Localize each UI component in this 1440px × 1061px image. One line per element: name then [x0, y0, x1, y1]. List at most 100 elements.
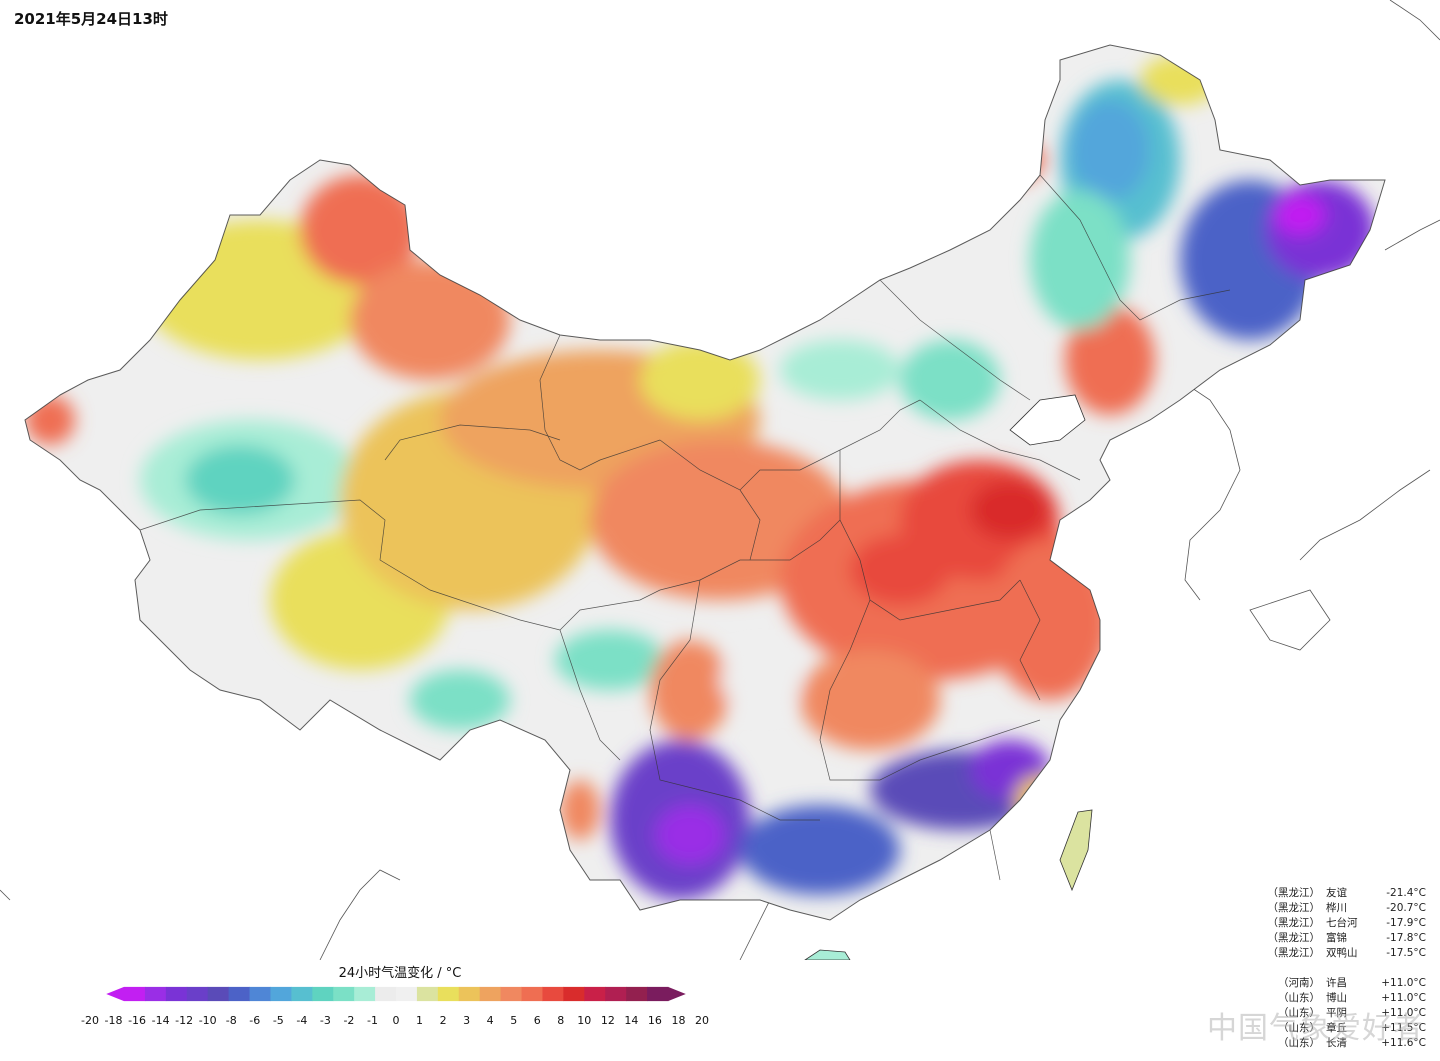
legend-swatch [479, 986, 502, 1002]
legend-swatch [416, 986, 439, 1002]
legend-tick-label: -1 [366, 1014, 378, 1027]
legend-swatch [270, 986, 292, 1002]
legend-swatch [375, 986, 397, 1002]
legend-tick-label: -18 [104, 1014, 123, 1027]
max-stations-list: （河南） 许昌 +11.0°C （山东） 博山 +11.0°C （山东） 平阴 +11.0°C （… [1264, 976, 1426, 1051]
station-value: +11.0°C [1381, 992, 1426, 1004]
station-row: （黑龙江） 富锦 -17.8°C [1264, 931, 1427, 946]
legend-tick-label: 0 [392, 1014, 400, 1027]
watermark: 中国气象爱好者 [1207, 1011, 1424, 1046]
legend-arrow-right [668, 986, 686, 1002]
legend-color-bar [106, 986, 686, 1002]
legend-ticks: -20 -18 -16 -14 -12 -10 -8 -6 -5 -4 -3 -2 -1 0 1 2 3 4 5 6 8… [70, 1014, 722, 1030]
legend-tick-label: 14 [624, 1014, 639, 1027]
legend-swatch [249, 986, 271, 1002]
legend-tick-label: 5 [510, 1014, 518, 1027]
station-value: +11.0°C [1381, 1007, 1426, 1019]
legend-tick-label: 12 [600, 1014, 615, 1027]
legend-swatch [563, 986, 585, 1002]
legend-swatch [207, 986, 230, 1002]
station-province: （河南） [1278, 977, 1320, 989]
station-province: （黑龙江） [1267, 947, 1321, 959]
min-stations-list: （黑龙江） 友谊 -21.4°C （黑龙江） 桦川 -20.7°C （黑龙江） 七台河 -17.… [1264, 886, 1427, 961]
station-value: -17.5°C [1386, 947, 1426, 959]
legend-tick-label: -2 [343, 1014, 355, 1027]
station-row: （黑龙江） 双鸭山 -17.5°C [1264, 946, 1427, 961]
neighbour-coastlines [0, 0, 1440, 960]
map-title: 2021年5月24日13时 [14, 10, 168, 28]
legend-arrow-left [106, 986, 124, 1002]
legend-tick-label: 3 [463, 1014, 471, 1027]
legend-swatch [584, 986, 606, 1002]
legend-swatch [500, 986, 522, 1002]
legend-tick-label: 4 [486, 1014, 494, 1027]
station-row: （山东） 章丘 +11.5°C [1264, 1021, 1426, 1036]
station-value: -17.8°C [1386, 932, 1426, 944]
legend-tick-label: -14 [151, 1014, 170, 1027]
station-row: （山东） 博山 +11.0°C [1264, 991, 1426, 1006]
station-value: -20.7°C [1386, 902, 1426, 914]
legend-swatch [542, 986, 564, 1002]
station-row: （山东） 长清 +11.6°C [1264, 1036, 1426, 1051]
legend-tick-label: -16 [128, 1014, 147, 1027]
station-name: 章丘 [1326, 1022, 1347, 1034]
legend-tick-label: -4 [296, 1014, 308, 1027]
legend-tick-label: -8 [225, 1014, 237, 1027]
temperature-change-map [0, 0, 1440, 960]
legend-tick-label: -12 [175, 1014, 194, 1027]
legend-swatch [144, 986, 167, 1002]
station-value: -17.9°C [1386, 917, 1426, 929]
station-name: 七台河 [1326, 917, 1358, 929]
station-row: （山东） 平阴 +11.0°C [1264, 1006, 1426, 1021]
legend-swatch [124, 986, 146, 1002]
color-legend: -20 -18 -16 -14 -12 -10 -8 -6 -5 -4 -3 -2 -1 0 1 2 3 4 5 6 8… [70, 986, 722, 1027]
station-value: +11.0°C [1381, 977, 1426, 989]
legend-tick-label: -20 [81, 1014, 99, 1027]
station-row: （黑龙江） 七台河 -17.9°C [1264, 916, 1427, 931]
legend-tick-label: 16 [647, 1014, 662, 1027]
station-province: （黑龙江） [1267, 902, 1321, 914]
legend-swatch [228, 986, 250, 1002]
legend-swatch [437, 986, 460, 1002]
station-value: -21.4°C [1386, 887, 1426, 899]
station-name: 博山 [1326, 992, 1347, 1004]
legend-tick-label: 18 [671, 1014, 686, 1027]
bohai-sea [1009, 394, 1086, 446]
legend-swatch [291, 986, 313, 1002]
station-province: （山东） [1278, 1037, 1320, 1049]
station-name: 长清 [1326, 1037, 1347, 1049]
station-value: +11.6°C [1381, 1037, 1426, 1049]
legend-swatch [521, 986, 543, 1002]
legend-swatch [647, 986, 669, 1002]
station-row: （黑龙江） 桦川 -20.7°C [1264, 901, 1427, 916]
station-province: （山东） [1278, 992, 1320, 1004]
station-name: 平阴 [1326, 1007, 1347, 1019]
station-row: （河南） 许昌 +11.0°C [1264, 976, 1426, 991]
station-province: （黑龙江） [1267, 932, 1321, 944]
legend-swatch [626, 986, 648, 1002]
legend-swatch [312, 986, 334, 1002]
legend-tick-label: 20 [695, 1014, 709, 1027]
legend-tick-label: 10 [577, 1014, 592, 1027]
legend-tick-label: -5 [272, 1014, 284, 1027]
legend-swatch [165, 986, 188, 1002]
islands [804, 809, 1093, 960]
legend-tick-label: 2 [439, 1014, 447, 1027]
station-name: 双鸭山 [1326, 947, 1358, 959]
station-province: （黑龙江） [1267, 917, 1321, 929]
legend-tick-label: 6 [533, 1014, 541, 1027]
station-row: （黑龙江） 友谊 -21.4°C [1264, 886, 1427, 901]
station-province: （山东） [1278, 1007, 1320, 1019]
legend-tick-label: 1 [416, 1014, 424, 1027]
legend-swatch [333, 986, 355, 1002]
legend-title: 24小时气温变化 / °C [338, 966, 462, 981]
station-province: （山东） [1278, 1022, 1320, 1034]
station-name: 桦川 [1326, 902, 1347, 914]
station-name: 友谊 [1326, 887, 1347, 899]
legend-tick-label: -3 [319, 1014, 331, 1027]
legend-tick-label: -10 [198, 1014, 217, 1027]
province-borders [24, 44, 1386, 921]
station-province: （黑龙江） [1267, 887, 1321, 899]
legend-swatch [354, 986, 376, 1002]
legend-swatch [458, 986, 481, 1002]
